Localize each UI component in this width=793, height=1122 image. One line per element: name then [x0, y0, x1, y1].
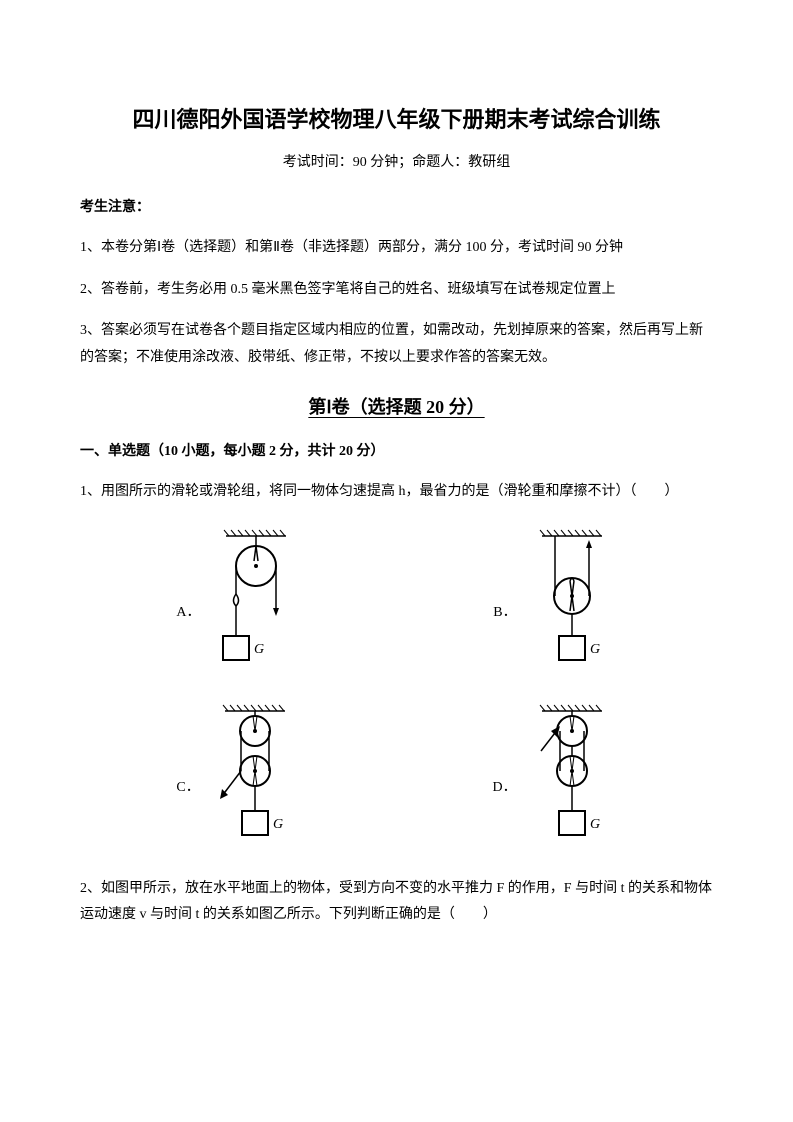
option-a-label: A． [176, 600, 200, 625]
notice-header: 考生注意： [80, 195, 713, 220]
section-1-title: 第Ⅰ卷（选择题 20 分） [80, 391, 713, 423]
option-a: A． [176, 526, 300, 676]
option-b-label: B． [493, 600, 516, 625]
option-c: C． [176, 701, 299, 851]
option-c-label: C． [176, 775, 199, 800]
notice-item-3: 3、答案必须写在试卷各个题目指定区域内相应的位置，如需改动，先划掉原来的答案，然… [80, 318, 713, 371]
pulley-diagram-b: G [527, 526, 617, 676]
pulley-diagram-d: G [527, 701, 617, 851]
option-d-label: D． [492, 775, 516, 800]
question-1-options-row-1: A． [80, 526, 713, 676]
question-1: 1、用图所示的滑轮或滑轮组，将同一物体匀速提高 h，最省力的是（滑轮重和摩擦不计… [80, 479, 713, 506]
question-1-options-row-2: C． [80, 701, 713, 851]
svg-text:G: G [273, 817, 283, 832]
pulley-diagram-a: G [211, 526, 301, 676]
svg-text:G: G [590, 642, 600, 657]
question-2: 2、如图甲所示，放在水平地面上的物体，受到方向不变的水平推力 F 的作用，F 与… [80, 876, 713, 929]
page-title: 四川德阳外国语学校物理八年级下册期末考试综合训练 [80, 100, 713, 140]
notice-item-2: 2、答卷前，考生务必用 0.5 毫米黑色签字笔将自己的姓名、班级填写在试卷规定位… [80, 277, 713, 304]
section-1-subtitle: 一、单选题（10 小题，每小题 2 分，共计 20 分） [80, 439, 713, 464]
notice-item-1: 1、本卷分第Ⅰ卷（选择题）和第Ⅱ卷（非选择题）两部分，满分 100 分，考试时间… [80, 235, 713, 262]
svg-text:G: G [254, 642, 264, 657]
svg-text:G: G [590, 817, 600, 832]
option-b: B． [493, 526, 616, 676]
page-subtitle: 考试时间：90 分钟；命题人：教研组 [80, 150, 713, 175]
option-d: D． [492, 701, 616, 851]
pulley-diagram-c: G [210, 701, 300, 851]
